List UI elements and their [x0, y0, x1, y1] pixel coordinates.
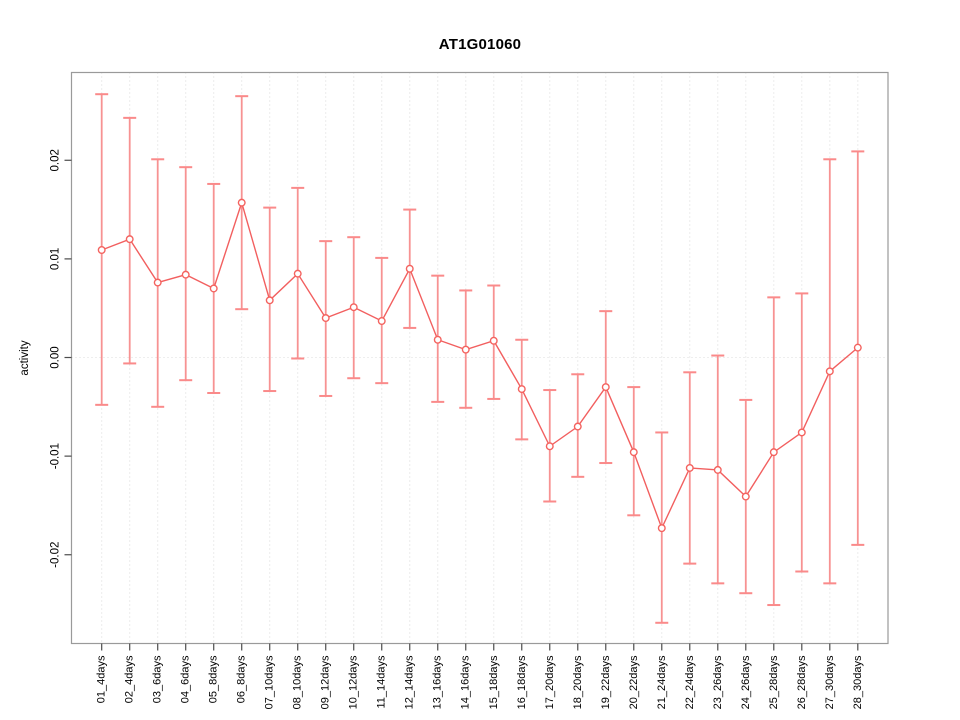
y-tick-label: 0.01 [50, 248, 62, 270]
data-point [545, 442, 554, 451]
data-point [405, 264, 414, 273]
data-point [489, 336, 498, 345]
data-point [629, 448, 638, 457]
data-point [657, 524, 666, 533]
x-tick-label: 22_24days [684, 655, 696, 709]
x-tick-label: 12_14days [404, 655, 416, 709]
data-point [97, 246, 106, 255]
data-point [349, 303, 358, 312]
x-tick-label: 10_12days [348, 655, 360, 709]
data-point [769, 448, 778, 457]
chart-title: AT1G01060 [438, 36, 522, 53]
data-point [713, 465, 722, 474]
x-tick-label: 26_28days [796, 655, 808, 709]
x-tick-label: 25_28days [768, 655, 780, 709]
x-tick-label: 14_16days [460, 655, 472, 709]
data-point [125, 235, 134, 244]
x-tick-label: 01_4days [96, 655, 108, 703]
x-tick-label: 13_16days [432, 655, 444, 709]
y-axis-label: activity [19, 340, 31, 375]
x-tick-label: 06_8days [236, 655, 248, 703]
data-point [377, 317, 386, 326]
y-tick-label: 0.00 [50, 346, 62, 368]
data-point [853, 343, 862, 352]
x-tick-label: 19_22days [600, 655, 612, 709]
x-tick-label: 17_20days [544, 655, 556, 709]
x-tick-label: 07_10days [264, 655, 276, 709]
data-point [293, 269, 302, 278]
x-tick-label: 02_4days [124, 655, 136, 703]
x-tick-label: 27_30days [824, 655, 836, 709]
data-point [741, 492, 750, 501]
x-tick-label: 15_18days [488, 655, 500, 709]
y-tick-label: 0.02 [50, 149, 62, 171]
x-tick-label: 05_8days [208, 655, 220, 703]
data-point [573, 422, 582, 431]
data-point [237, 198, 246, 207]
x-tick-label: 09_12days [320, 655, 332, 709]
x-tick-label: 23_26days [712, 655, 724, 709]
x-tick-label: 24_26days [740, 655, 752, 709]
y-tick-label: -0.01 [50, 443, 62, 469]
x-tick-label: 28_30days [852, 655, 864, 709]
data-point [517, 385, 526, 394]
y-tick-label: -0.02 [50, 542, 62, 568]
x-tick-label: 08_10days [292, 655, 304, 709]
data-point [265, 296, 274, 305]
series-line [101, 200, 859, 530]
x-tick-label: 11_14days [376, 655, 388, 709]
x-tick-label: 21_24days [656, 655, 668, 709]
data-point [433, 335, 442, 344]
data-point [461, 345, 470, 354]
x-tick-label: 20_22days [628, 655, 640, 709]
data-point [321, 314, 330, 323]
x-tick-label: 04_6days [180, 655, 192, 703]
x-tick-label: 18_20days [572, 655, 584, 709]
data-point [601, 383, 610, 392]
data-point [797, 428, 806, 437]
data-point [153, 278, 162, 287]
data-point [685, 463, 694, 472]
data-point [825, 367, 834, 376]
data-point [181, 270, 190, 279]
x-tick-label: 16_18days [516, 655, 528, 709]
x-tick-label: 03_6days [152, 655, 164, 703]
data-point [209, 284, 218, 293]
